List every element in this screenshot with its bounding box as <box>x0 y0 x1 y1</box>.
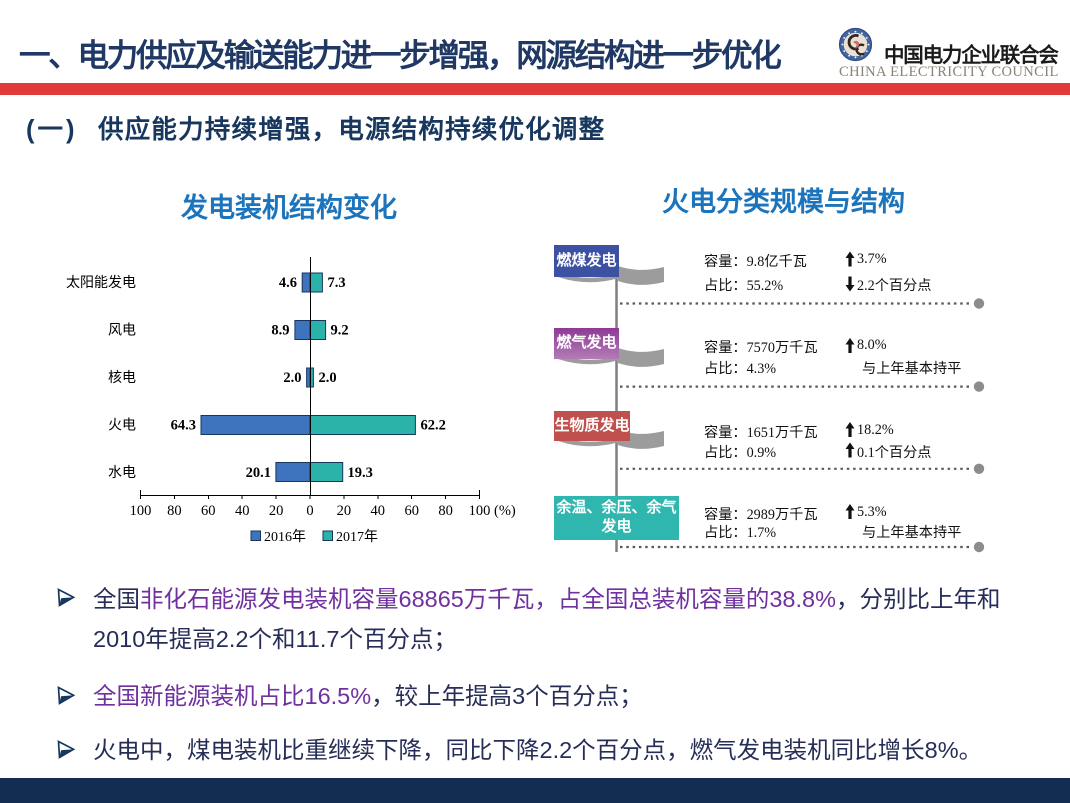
svg-text:100: 100 <box>130 503 152 519</box>
svg-text:40: 40 <box>235 503 250 519</box>
svg-text:水电: 水电 <box>108 465 136 481</box>
svg-text:8.9: 8.9 <box>271 323 289 339</box>
svg-text:7.3: 7.3 <box>328 275 346 291</box>
svg-text:太阳能发电: 太阳能发电 <box>66 275 136 291</box>
svg-text:62.2: 62.2 <box>421 418 446 434</box>
svg-text:火电: 火电 <box>108 418 136 434</box>
svg-text:64.3: 64.3 <box>171 418 196 434</box>
svg-text:20: 20 <box>269 503 284 519</box>
svg-text:(%): (%) <box>494 503 516 519</box>
svg-text:20: 20 <box>337 503 352 519</box>
svg-text:60: 60 <box>404 503 419 519</box>
svg-text:核电: 核电 <box>108 370 136 386</box>
svg-text:0: 0 <box>306 503 313 519</box>
svg-text:2017年: 2017年 <box>336 529 378 545</box>
svg-text:2.0: 2.0 <box>283 370 301 386</box>
svg-text:9.2: 9.2 <box>331 323 349 339</box>
svg-text:80: 80 <box>167 503 182 519</box>
svg-text:2.0: 2.0 <box>319 370 337 386</box>
svg-text:19.3: 19.3 <box>348 465 373 481</box>
svg-text:100: 100 <box>469 503 491 519</box>
svg-text:4.6: 4.6 <box>279 275 297 291</box>
svg-text:40: 40 <box>371 503 386 519</box>
svg-text:2016年: 2016年 <box>264 529 306 545</box>
svg-text:20.1: 20.1 <box>246 465 271 481</box>
svg-text:80: 80 <box>438 503 453 519</box>
svg-text:风电: 风电 <box>108 323 136 339</box>
svg-text:60: 60 <box>201 503 216 519</box>
